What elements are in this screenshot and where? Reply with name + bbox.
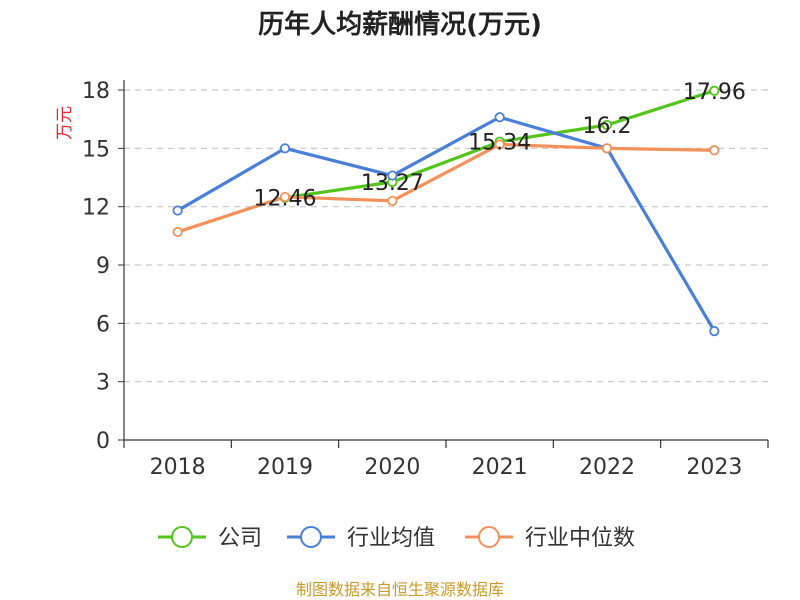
y-tick-label: 3 xyxy=(96,371,110,396)
data-point xyxy=(279,191,291,203)
y-tick-label: 18 xyxy=(82,79,110,104)
data-point xyxy=(172,226,183,238)
y-tick-label: 15 xyxy=(82,137,110,162)
series-layer xyxy=(172,85,720,337)
data-point xyxy=(601,143,613,154)
series-line-2 xyxy=(177,142,715,234)
legend-marker xyxy=(478,526,500,548)
legend-item[interactable]: 行业中位数 xyxy=(465,526,635,551)
data-point xyxy=(709,85,720,96)
data-label: 12.46 xyxy=(254,187,317,212)
source-note: 制图数据来自恒生聚源数据库 xyxy=(296,580,504,599)
data-point xyxy=(601,119,613,131)
data-point xyxy=(279,143,291,154)
data-label: 13.27 xyxy=(361,171,424,196)
series-points xyxy=(172,85,720,337)
legend-label: 行业均值 xyxy=(347,526,435,551)
axes: 0 3 6 9 12 15 18 2018 2019 2020 2021 2022 2023 xyxy=(82,79,769,480)
x-tick-label: 2022 xyxy=(579,455,635,480)
legend-item[interactable]: 行业均值 xyxy=(287,526,435,551)
grid-lines xyxy=(124,89,768,383)
y-tick-label: 9 xyxy=(96,254,110,279)
x-tick-label: 2019 xyxy=(257,455,313,480)
series-line-1 xyxy=(176,115,716,332)
data-point xyxy=(709,145,720,156)
legend[interactable]: 公司 行业均值 行业中位数 xyxy=(158,526,635,551)
legend-label: 行业中位数 xyxy=(525,526,635,551)
x-tick-label: 2023 xyxy=(686,455,742,480)
legend-marker xyxy=(171,526,193,548)
x-tick-label: 2021 xyxy=(472,455,528,480)
legend-marker xyxy=(300,526,322,548)
y-axis-label: 万元 xyxy=(55,106,75,140)
y-tick-label: 0 xyxy=(96,429,110,454)
data-point xyxy=(494,139,505,150)
data-point xyxy=(387,170,398,181)
data-point xyxy=(709,326,720,337)
data-labels: 12.46 13.27 15.34 16.2 17.96 xyxy=(254,80,746,212)
x-tick-label: 2020 xyxy=(364,455,420,480)
data-point xyxy=(387,195,398,206)
x-tick-label: 2018 xyxy=(150,455,206,480)
chart-title: 历年人均薪酬情况(万元) xyxy=(258,9,542,40)
legend-label: 公司 xyxy=(218,526,262,551)
data-label: 15.34 xyxy=(468,131,531,156)
legend-item[interactable]: 公司 xyxy=(158,526,262,551)
y-tick-label: 12 xyxy=(82,196,110,221)
y-tick-label: 6 xyxy=(96,312,110,337)
data-label: 16.2 xyxy=(583,114,632,139)
data-point xyxy=(172,205,183,216)
data-point xyxy=(494,112,505,123)
data-label: 17.96 xyxy=(683,80,746,105)
